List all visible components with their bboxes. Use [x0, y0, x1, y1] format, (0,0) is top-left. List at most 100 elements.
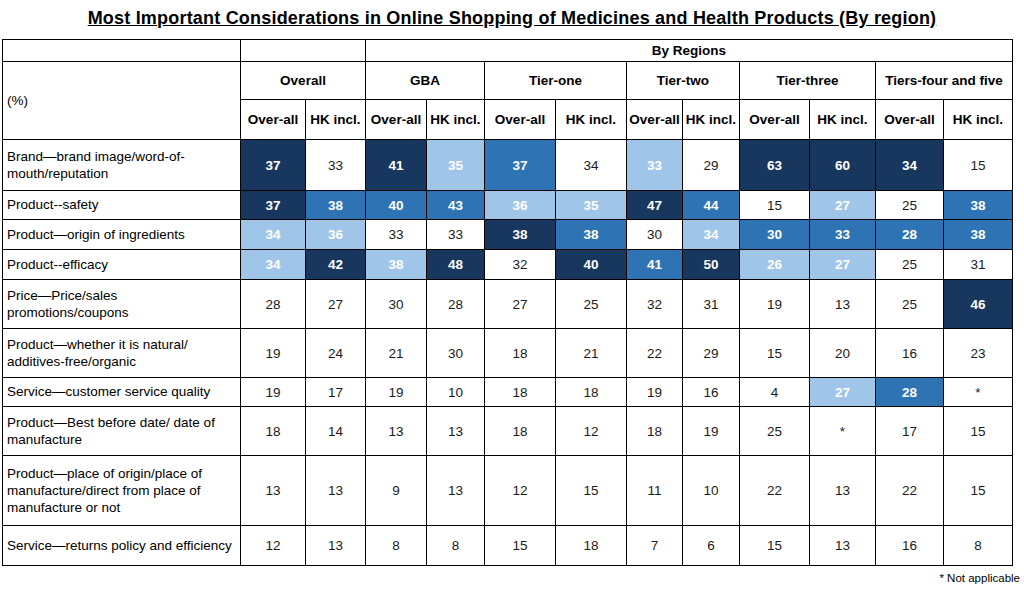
page-title: Most Important Considerations in Online … [0, 0, 1024, 39]
value-cell: 13 [306, 456, 366, 526]
value-cell: 38 [306, 191, 366, 220]
value-cell: 33 [366, 220, 427, 250]
value-cell: 43 [427, 191, 485, 220]
sub-header-1-1: HK incl. [427, 100, 485, 140]
value-cell: 4 [740, 378, 810, 407]
column-group-header-1: GBA [366, 62, 485, 100]
value-cell: 50 [683, 250, 740, 280]
value-cell: 13 [810, 456, 876, 526]
value-cell: 30 [427, 329, 485, 378]
row-label: Product—place of origin/place of manufac… [3, 456, 241, 526]
value-cell: 15 [944, 407, 1013, 456]
value-cell: 47 [627, 191, 683, 220]
value-cell: 28 [876, 220, 944, 250]
row-label: Product--efficacy [3, 250, 241, 280]
sub-header-4-1: HK incl. [810, 100, 876, 140]
value-cell: 60 [810, 140, 876, 191]
row-label: Product—whether it is natural/ additives… [3, 329, 241, 378]
value-cell: 25 [876, 250, 944, 280]
value-cell: 10 [427, 378, 485, 407]
value-cell: 18 [556, 378, 627, 407]
value-cell: 26 [740, 250, 810, 280]
row-label: Service—customer service quality [3, 378, 241, 407]
value-cell: 21 [556, 329, 627, 378]
value-cell: 38 [556, 220, 627, 250]
sub-header-4-0: Over-all [740, 100, 810, 140]
value-cell: 19 [366, 378, 427, 407]
value-cell: 42 [306, 250, 366, 280]
value-cell: 18 [556, 526, 627, 566]
row-label: Brand—brand image/word-of-mouth/reputati… [3, 140, 241, 191]
value-cell: 34 [241, 220, 306, 250]
value-cell: 21 [366, 329, 427, 378]
value-cell: 19 [241, 329, 306, 378]
value-cell: 17 [306, 378, 366, 407]
sub-header-2-1: HK incl. [556, 100, 627, 140]
by-regions-header: By Regions [366, 40, 1013, 62]
value-cell: 37 [485, 140, 556, 191]
value-cell: 19 [241, 378, 306, 407]
value-cell: * [944, 378, 1013, 407]
value-cell: 35 [556, 191, 627, 220]
value-cell: 37 [241, 191, 306, 220]
value-cell: 15 [485, 526, 556, 566]
value-cell: 16 [683, 378, 740, 407]
table-row: Product—Best before date/ date of manufa… [3, 407, 1013, 456]
value-cell: 14 [306, 407, 366, 456]
report-page: Most Important Considerations in Online … [0, 0, 1024, 607]
sub-header-0-0: Over-all [241, 100, 306, 140]
sub-header-2-0: Over-all [485, 100, 556, 140]
value-cell: 8 [427, 526, 485, 566]
value-cell: 13 [241, 456, 306, 526]
table-row: Price—Price/sales promotions/coupons2827… [3, 280, 1013, 329]
value-cell: 31 [683, 280, 740, 329]
value-cell: * [810, 407, 876, 456]
value-cell: 28 [241, 280, 306, 329]
value-cell: 12 [556, 407, 627, 456]
value-cell: 18 [627, 407, 683, 456]
value-cell: 33 [427, 220, 485, 250]
value-cell: 9 [366, 456, 427, 526]
value-cell: 33 [627, 140, 683, 191]
row-label: Product—origin of ingredients [3, 220, 241, 250]
value-cell: 25 [556, 280, 627, 329]
value-cell: 13 [366, 407, 427, 456]
value-cell: 15 [556, 456, 627, 526]
value-cell: 27 [810, 191, 876, 220]
corner-cell-empty [3, 40, 241, 62]
value-cell: 15 [944, 456, 1013, 526]
value-cell: 18 [241, 407, 306, 456]
value-cell: 37 [241, 140, 306, 191]
overall-spacer-cell [241, 40, 366, 62]
value-cell: 16 [876, 329, 944, 378]
value-cell: 10 [683, 456, 740, 526]
value-cell: 38 [366, 250, 427, 280]
value-cell: 13 [810, 280, 876, 329]
value-cell: 41 [366, 140, 427, 191]
sub-header-0-1: HK incl. [306, 100, 366, 140]
considerations-table: By Regions (%) OverallGBATier-oneTier-tw… [2, 39, 1013, 566]
value-cell: 27 [306, 280, 366, 329]
column-group-header-3: Tier-two [627, 62, 740, 100]
value-cell: 32 [485, 250, 556, 280]
value-cell: 25 [876, 280, 944, 329]
value-cell: 19 [683, 407, 740, 456]
value-cell: 22 [876, 456, 944, 526]
table-row: Product—place of origin/place of manufac… [3, 456, 1013, 526]
value-cell: 11 [627, 456, 683, 526]
column-group-header-2: Tier-one [485, 62, 627, 100]
value-cell: 22 [627, 329, 683, 378]
value-cell: 7 [627, 526, 683, 566]
super-header-row: By Regions [3, 40, 1013, 62]
value-cell: 33 [810, 220, 876, 250]
table-row: Product--safety373840433635474415272538 [3, 191, 1013, 220]
value-cell: 15 [740, 191, 810, 220]
value-cell: 34 [876, 140, 944, 191]
sub-header-3-0: Over-all [627, 100, 683, 140]
value-cell: 31 [944, 250, 1013, 280]
value-cell: 32 [627, 280, 683, 329]
column-group-header-5: Tiers-four and five [876, 62, 1013, 100]
value-cell: 15 [740, 526, 810, 566]
value-cell: 15 [740, 329, 810, 378]
row-label: Price—Price/sales promotions/coupons [3, 280, 241, 329]
